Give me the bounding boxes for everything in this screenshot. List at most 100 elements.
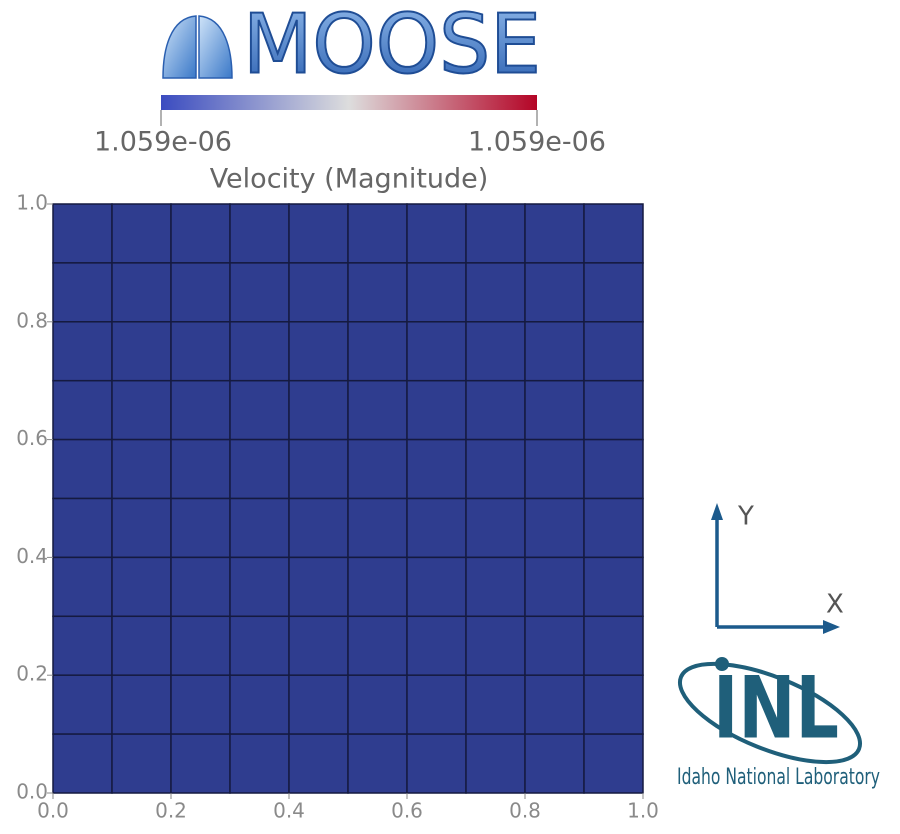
- mesh-cell: [524, 556, 585, 618]
- mesh-cell: [52, 379, 113, 441]
- mesh-cell: [583, 321, 644, 382]
- logo-icon: [162, 15, 197, 79]
- mesh-cell: [229, 674, 290, 735]
- x-tick-label: 0.6: [391, 799, 423, 823]
- mesh-cell: [406, 615, 467, 676]
- colorbar-label: 1.059e-06: [468, 127, 606, 158]
- mesh-cell: [111, 497, 172, 559]
- mesh-cell: [111, 674, 172, 735]
- y-tick-label: 0.2: [16, 662, 48, 686]
- mesh-cell: [170, 497, 231, 559]
- mesh-cell: [229, 615, 290, 676]
- mesh-cell: [524, 379, 585, 441]
- mesh-cell: [347, 321, 408, 382]
- mesh-cell: [406, 321, 467, 382]
- mesh-cell: [406, 203, 467, 264]
- org-name: Idaho National Laboratory: [677, 765, 880, 790]
- mesh-cell: [229, 203, 290, 264]
- mesh-cell: [170, 556, 231, 618]
- mesh-cell: [52, 674, 113, 735]
- x-tick-label: 1.0: [627, 799, 659, 823]
- colorbar: [161, 95, 537, 110]
- mesh-cell: [111, 379, 172, 441]
- mesh-cell: [583, 262, 644, 323]
- mesh-cell: [288, 615, 349, 676]
- mesh-cell: [229, 262, 290, 323]
- mesh-cell: [52, 262, 113, 323]
- mesh-cell: [524, 497, 585, 559]
- mesh-cell: [465, 733, 526, 794]
- mesh-cell: [347, 556, 408, 618]
- mesh-cell: [111, 438, 172, 500]
- mesh-cell: [406, 379, 467, 441]
- mesh-cell: [465, 262, 526, 323]
- mesh-cell: [406, 556, 467, 618]
- mesh-cell: [52, 438, 113, 500]
- mesh-cell: [583, 497, 644, 559]
- mesh-cell: [52, 497, 113, 559]
- mesh-cell: [465, 674, 526, 735]
- mesh-cell: [52, 321, 113, 382]
- mesh-cell: [170, 615, 231, 676]
- org-swoosh: [677, 661, 863, 765]
- mesh-cell: [583, 615, 644, 676]
- mesh-cell: [465, 556, 526, 618]
- x-tick-label: 0.4: [273, 799, 305, 823]
- mesh-cell: [229, 321, 290, 382]
- mesh-cell: [524, 321, 585, 382]
- mesh-cell: [524, 733, 585, 794]
- mesh-cell: [347, 438, 408, 500]
- mesh-cell: [465, 321, 526, 382]
- mesh-cell: [111, 615, 172, 676]
- mesh-cell: [111, 556, 172, 618]
- mesh-cell: [288, 556, 349, 618]
- mesh-cell: [347, 203, 408, 264]
- mesh-cell: [465, 379, 526, 441]
- mesh-cell: [465, 615, 526, 676]
- y-tick-label: 0.0: [16, 780, 48, 804]
- mesh-cell: [288, 262, 349, 323]
- mesh-cell: [406, 733, 467, 794]
- mesh-cell: [288, 321, 349, 382]
- mesh-cell: [406, 497, 467, 559]
- mesh-cell: [170, 438, 231, 500]
- mesh-cell: [465, 203, 526, 264]
- y-tick-label: 0.8: [16, 308, 48, 332]
- mesh-cell: [583, 674, 644, 735]
- colorbar-label: 1.059e-06: [94, 127, 232, 158]
- mesh-cell: [229, 497, 290, 559]
- mesh-cell: [524, 262, 585, 323]
- mesh-cell: [406, 438, 467, 500]
- mesh-cell: [52, 203, 113, 264]
- mesh-cell: [583, 438, 644, 500]
- y-tick-label: 1.0: [16, 191, 48, 215]
- mesh-cell: [170, 203, 231, 264]
- mesh-cell: [583, 203, 644, 264]
- mesh-cell: [347, 262, 408, 323]
- mesh-cell: [583, 379, 644, 441]
- mesh-cell: [347, 615, 408, 676]
- mesh-cell: [347, 674, 408, 735]
- mesh-cell: [52, 733, 113, 794]
- mesh-cell: [347, 497, 408, 559]
- plot-area: [52, 203, 644, 794]
- mesh-cell: [524, 674, 585, 735]
- mesh-cell: [229, 438, 290, 500]
- y-tick-label: 0.6: [16, 426, 48, 450]
- logo: MOOSE: [243, 0, 541, 92]
- x-axis-label: X: [826, 590, 844, 620]
- mesh-cell: [288, 674, 349, 735]
- mesh-cell: [170, 674, 231, 735]
- mesh-cell: [524, 438, 585, 500]
- y-tick-label: 0.4: [16, 544, 48, 568]
- mesh-cell: [347, 733, 408, 794]
- mesh-cell: [406, 674, 467, 735]
- mesh-cell: [111, 733, 172, 794]
- mesh-cell: [347, 379, 408, 441]
- mesh-cell: [524, 615, 585, 676]
- x-arrowhead: [823, 620, 840, 634]
- mesh-cell: [524, 203, 585, 264]
- mesh-cell: [52, 556, 113, 618]
- mesh-cell: [465, 438, 526, 500]
- y-axis-label: Y: [737, 502, 754, 532]
